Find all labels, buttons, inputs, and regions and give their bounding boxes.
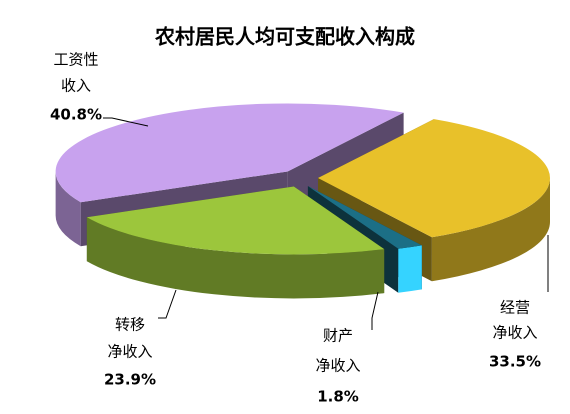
category-label: 收入 [61, 77, 91, 95]
category-label: 财产 [323, 327, 353, 345]
category-label: 净收入 [107, 343, 152, 361]
slice [86, 186, 385, 255]
leader-line [371, 291, 379, 330]
slice [317, 119, 550, 238]
category-label: 经营 [500, 299, 530, 317]
slice-side [431, 178, 550, 282]
slice-side [86, 217, 385, 299]
value-label: 1.8% [317, 388, 359, 406]
slice-side [55, 171, 81, 247]
category-label: 净收入 [492, 324, 537, 342]
slice-side [398, 245, 422, 293]
leader-line [158, 289, 177, 319]
value-label: 33.5% [489, 353, 541, 371]
value-label: 23.9% [104, 371, 156, 389]
pie [55, 103, 550, 299]
slice-cut-face [287, 112, 404, 216]
leader-line [103, 117, 149, 127]
category-label: 工资性 [53, 51, 98, 69]
chart-title: 农村居民人均可支配收入构成 [154, 25, 415, 49]
slice [307, 186, 422, 249]
slice [55, 103, 404, 203]
category-label: 净收入 [315, 357, 360, 375]
value-label: 40.8% [50, 106, 102, 124]
category-label: 转移 [115, 316, 145, 334]
